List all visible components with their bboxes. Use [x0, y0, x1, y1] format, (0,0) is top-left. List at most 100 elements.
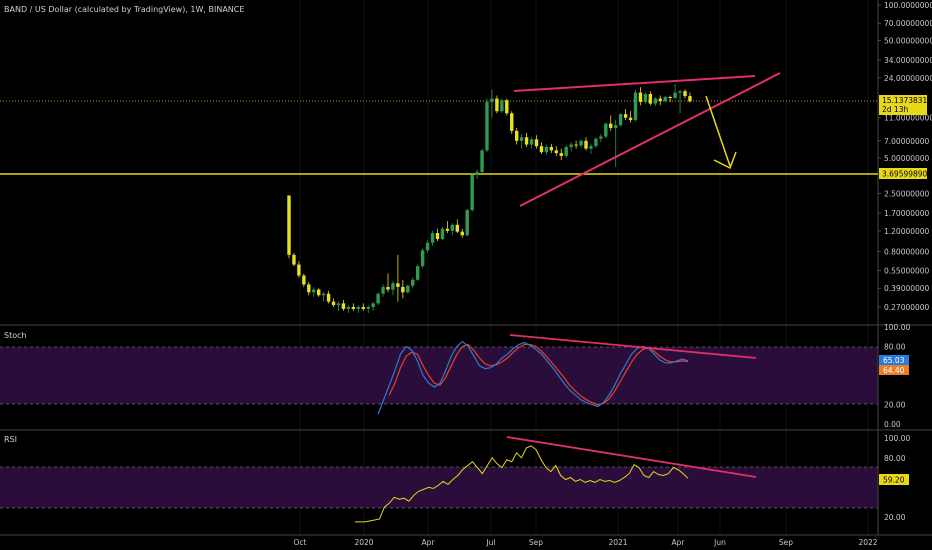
price-tick-label: 0.80000000: [884, 248, 930, 257]
candle-body: [653, 98, 657, 104]
candle-body: [460, 231, 464, 236]
candle-body: [584, 140, 588, 149]
rsi-divergence-line[interactable]: [506, 436, 757, 478]
price-tick-label: 5.00000000: [884, 154, 930, 163]
candle-body: [287, 195, 291, 255]
stoch-tick-label: 20.00: [884, 401, 906, 410]
candle-body: [599, 136, 603, 139]
rsi-pane-title: RSI: [4, 435, 17, 444]
candle-body: [297, 264, 301, 276]
current-price-badge: 15.13738317 2d 13h: [879, 95, 932, 115]
candle-body: [455, 224, 459, 232]
rsi-axis[interactable]: 100.00 80.00 20.00: [884, 434, 910, 522]
candle-body: [614, 125, 618, 128]
candle-body: [336, 303, 341, 306]
candle-body: [292, 254, 296, 265]
time-tick-label: Apr: [422, 538, 436, 547]
candle-body: [638, 92, 643, 102]
stoch-pane-title: Stoch: [4, 331, 27, 340]
candle-body: [663, 97, 667, 102]
candle-body: [435, 233, 440, 240]
stoch-d-value: 64.40: [883, 366, 905, 375]
candle-body: [604, 123, 608, 137]
candle-body: [579, 140, 583, 146]
wedge-lower-trendline[interactable]: [519, 72, 781, 207]
price-tick-label: 24.00000000: [884, 74, 932, 83]
time-tick-label: 2020: [354, 538, 373, 547]
candle-body: [440, 228, 445, 240]
time-tick-label: Sep: [779, 538, 793, 547]
price-tick-label: 70.00000000: [884, 19, 932, 28]
time-tick-label: Jul: [485, 538, 495, 547]
candle-body: [475, 171, 479, 175]
candle-body: [341, 303, 346, 309]
stoch-axis[interactable]: 100.00 80.00 20.00 0.00: [884, 323, 910, 429]
stoch-d-badge: 64.40: [879, 365, 909, 375]
price-axis[interactable]: 100.00000000 70.00000000 50.00000000 34.000…: [878, 1, 932, 312]
candle-body: [594, 138, 598, 147]
time-tick-label: 2022: [858, 538, 877, 547]
candle-body: [564, 146, 568, 156]
candle-body: [430, 233, 435, 243]
candle-body: [678, 91, 682, 93]
rsi-band: [0, 467, 878, 508]
candle-body: [549, 146, 554, 151]
candle-body: [539, 146, 544, 153]
candle-body: [366, 307, 370, 309]
price-tick-label: 0.27000000: [884, 303, 930, 312]
wedge-upper-trendline[interactable]: [513, 75, 756, 92]
candle-body: [559, 153, 563, 156]
candle-body: [574, 144, 578, 146]
candle-body: [420, 250, 425, 267]
price-tick-label: 0.39000000: [884, 284, 930, 293]
candle-body: [609, 123, 613, 128]
stoch-k-value: 65.03: [883, 356, 905, 365]
candle-body: [643, 93, 648, 102]
candle-body: [356, 307, 360, 309]
candle-body: [490, 98, 494, 102]
candle-body: [648, 93, 653, 104]
stoch-divergence-line[interactable]: [509, 334, 757, 359]
candle-body: [515, 130, 519, 141]
stoch-band: [0, 347, 878, 404]
rsi-tick-label: 20.00: [884, 513, 906, 522]
candle-body: [411, 279, 415, 286]
price-tick-label: 7.00000000: [884, 137, 930, 146]
price-tick-label: 50.00000000: [884, 36, 932, 45]
candle-body: [312, 289, 316, 293]
candle-body: [524, 137, 529, 145]
candle-body: [480, 150, 484, 172]
price-tick-label: 1.20000000: [884, 227, 930, 236]
down-arrow-annotation[interactable]: [705, 95, 737, 170]
candle-body: [534, 139, 539, 147]
candle-body: [401, 286, 405, 293]
candle-body: [416, 266, 420, 280]
support-level-badge: 3.69599890: [879, 168, 928, 179]
price-tick-label: 2.50000000: [884, 189, 930, 198]
candle-body: [321, 293, 326, 296]
stoch-tick-label: 80.00: [884, 342, 906, 351]
grid: [299, 0, 869, 535]
candle-body: [386, 286, 390, 290]
price-tick-label: 11.00000000: [884, 114, 932, 123]
support-level-value: 3.69599890: [882, 170, 928, 179]
candle-body: [445, 228, 450, 231]
current-price-countdown: 2d 13h: [882, 105, 908, 114]
candles: [287, 83, 692, 314]
rsi-tick-label: 80.00: [884, 454, 906, 463]
time-tick-label: Apr: [672, 538, 686, 547]
rsi-tick-label: 100.00: [884, 434, 910, 443]
rsi-value: 59.20: [883, 476, 905, 485]
time-axis[interactable]: Oct 2020 Apr Jul Sep 2021 Apr Jun Sep 2022: [294, 538, 878, 547]
candle-body: [391, 283, 395, 290]
rsi-lines: [355, 445, 689, 523]
candle-body: [485, 101, 489, 151]
candle-body: [589, 146, 593, 149]
stoch-tick-label: 0.00: [884, 420, 901, 429]
time-tick-label: Jun: [713, 538, 726, 547]
candle-body: [569, 144, 573, 147]
candle-body: [331, 301, 336, 306]
price-tick-label: 100.00000000: [884, 1, 932, 10]
